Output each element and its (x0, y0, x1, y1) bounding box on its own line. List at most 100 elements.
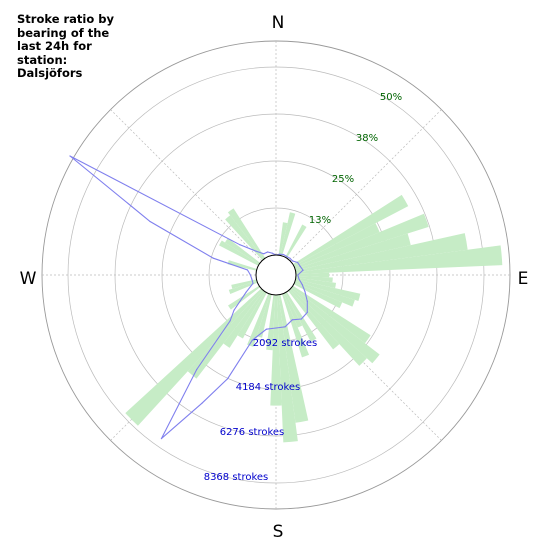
ratio-bar-39 (227, 208, 266, 260)
ratio-bar-19 (285, 291, 317, 342)
stroke-count-point-5 (292, 260, 294, 262)
title-line-1: Stroke ratio by (17, 12, 114, 26)
stroke-count-point-15 (300, 318, 302, 320)
stroke-count-point-35 (239, 244, 241, 246)
stroke-count-point-21 (227, 378, 229, 380)
stroke-count-point-29 (251, 278, 253, 280)
ratio-tick-label-1: 13% (309, 215, 331, 226)
ratio-bar-3 (292, 194, 409, 266)
compass-label-e: E (518, 269, 529, 289)
stroke-count-point-36 (255, 250, 257, 252)
stroke-count-point-11 (301, 283, 303, 286)
ratio-tick-label-2: 25% (332, 174, 354, 185)
count-tick-label-1: 2092 strokes (253, 338, 318, 349)
ratio-bar-9 (295, 272, 330, 278)
stroke-count-point-8 (302, 269, 304, 271)
stroke-count-point-25 (229, 320, 231, 322)
ratio-bar-11 (295, 277, 337, 289)
ratio-bar-29 (223, 290, 266, 348)
title-line-2: bearing of the (17, 25, 110, 40)
count-tick-label-4: 8368 strokes (204, 472, 269, 483)
ratio-tick-label-3: 38% (356, 133, 378, 144)
count-tick-label-2: 4184 strokes (236, 382, 301, 393)
stroke-count-point-4 (289, 257, 291, 259)
stroke-count-point-22 (201, 402, 203, 404)
stroke-count-point-10 (298, 278, 300, 280)
stroke-count-point-19 (265, 328, 268, 330)
ratio-bar-1 (280, 212, 296, 256)
stroke-count-point-39 (271, 252, 273, 254)
ratio-bar-2 (285, 224, 307, 259)
stroke-count-point-9 (297, 274, 299, 276)
ratio-bar-28 (237, 291, 267, 339)
ratio-tick-label-4: 50% (380, 92, 402, 103)
stroke-count-layer (69, 155, 308, 440)
ratio-bar-27 (247, 293, 270, 347)
stroke-count-point-32 (212, 257, 214, 259)
ratio-bar-18 (288, 289, 340, 350)
ratio-bar-7 (295, 233, 468, 273)
title-line-3: last 24h for (17, 39, 92, 53)
stroke-count-point-38 (267, 251, 269, 253)
stroke-count-point-37 (263, 253, 265, 255)
stroke-count-point-23 (160, 438, 163, 440)
ratio-bar-24 (270, 294, 282, 406)
ratio-bar-13 (294, 281, 355, 307)
stroke-count-point-6 (297, 261, 299, 264)
title-line-4: station: (17, 52, 68, 67)
grid-spoke-315 (110, 109, 263, 262)
center-layer (255, 254, 297, 296)
ratio-bar-26 (256, 294, 272, 338)
center-circle (255, 254, 297, 296)
ratio-bar-30 (187, 289, 264, 379)
stroke-count-point-12 (304, 291, 306, 293)
compass-label-n: N (272, 13, 285, 33)
stroke-count-point-27 (245, 291, 247, 293)
stroke-count-point-26 (233, 309, 235, 311)
compass-label-s: S (273, 522, 284, 542)
ratio-bar-8 (295, 245, 503, 275)
stroke-count-point-24 (196, 368, 198, 371)
grid-layer (41, 40, 511, 510)
count-tick-label-3: 6276 strokes (220, 427, 285, 438)
stroke-count-point-1 (279, 253, 281, 255)
ratio-bar-12 (295, 279, 361, 301)
stroke-count-point-18 (275, 327, 277, 329)
ratio-bar-34 (231, 279, 257, 289)
compass-label-w: W (20, 269, 37, 289)
ratio-bar-14 (293, 282, 343, 309)
ratio-bar-38 (225, 215, 264, 261)
stroke-count-point-34 (69, 155, 71, 157)
stroke-count-point-33 (149, 220, 151, 223)
ratio-bar-23 (276, 294, 298, 443)
ratio-bar-15 (291, 285, 371, 344)
stroke-count-point-3 (286, 255, 288, 258)
stroke-count-point-30 (249, 274, 251, 276)
stroke-count-point-20 (251, 339, 253, 341)
ratio-bar-16 (290, 287, 380, 364)
labels-layer: N E S W 13% 25% 38% 50% 2092 strokes 4184 str… (20, 13, 529, 542)
chart-title: Stroke ratio by bearing of the last 24h … (17, 12, 127, 81)
ratio-bar-32 (228, 285, 261, 310)
ratio-bar-25 (266, 294, 276, 351)
ratio-bar-5 (294, 213, 429, 269)
ratio-bar-35 (227, 260, 257, 271)
ratio-bar-33 (228, 281, 258, 294)
ratio-bar-4 (293, 223, 380, 268)
stroke-count-point-13 (306, 300, 308, 302)
stroke-count-point-17 (284, 326, 286, 328)
ratio-bar-0 (278, 222, 288, 256)
ratio-bar-37 (224, 238, 261, 265)
ratio-bar-10 (295, 275, 333, 283)
ratio-bar-36 (219, 240, 260, 266)
stroke-count-point-28 (252, 282, 254, 284)
ratio-bar-6 (295, 233, 411, 271)
stroke-count-point-7 (299, 265, 301, 267)
ratio-bar-21 (282, 293, 310, 358)
ratio-bar-17 (289, 288, 367, 366)
stroke-count-point-2 (282, 253, 285, 256)
stroke-count-point-31 (246, 269, 249, 271)
stroke-count-point-14 (306, 311, 308, 313)
title-line-5: Dalsjöfors (17, 66, 83, 80)
